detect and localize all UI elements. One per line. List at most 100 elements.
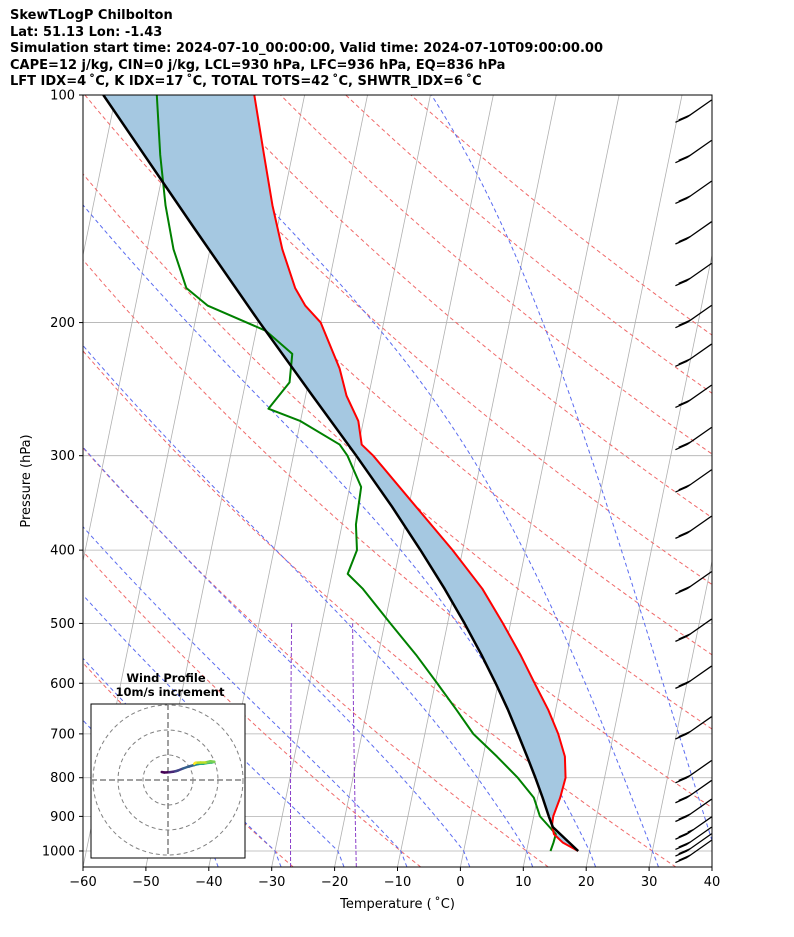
wind-barb-flag bbox=[675, 156, 688, 164]
isotherm-line bbox=[585, 253, 712, 867]
wind-barb bbox=[675, 139, 712, 164]
dry-adiabat-line bbox=[83, 550, 422, 867]
wind-barb bbox=[675, 665, 712, 689]
wind-barb-flag bbox=[678, 854, 691, 861]
wind-barb-flag bbox=[675, 797, 688, 804]
sounding-profiles bbox=[102, 95, 580, 852]
wind-barb-staff bbox=[686, 469, 712, 488]
wind-barb-flag bbox=[678, 277, 691, 284]
wind-barb-staff bbox=[686, 779, 712, 799]
x-tick-label: −50 bbox=[132, 875, 159, 890]
wind-barb bbox=[675, 759, 712, 784]
wind-barb bbox=[675, 826, 712, 851]
hodograph-title: Wind Profile bbox=[126, 671, 206, 685]
wind-barb-staff bbox=[686, 99, 712, 118]
moist-adiabat-line bbox=[83, 526, 408, 867]
wind-barb-flag bbox=[678, 114, 691, 121]
y-tick-label: 300 bbox=[50, 449, 75, 464]
y-axis-title: Pressure (hPa) bbox=[19, 434, 34, 527]
wind-barb bbox=[675, 816, 712, 840]
wind-barb-staff bbox=[686, 665, 712, 684]
wind-barb-staff bbox=[686, 839, 712, 859]
wind-barb bbox=[675, 180, 712, 205]
wind-barb bbox=[675, 798, 712, 823]
y-tick-label: 400 bbox=[50, 544, 75, 559]
wind-barb bbox=[675, 779, 712, 804]
x-tick-label: 20 bbox=[578, 875, 595, 890]
wind-barb-flag bbox=[678, 585, 691, 593]
temperature-line bbox=[253, 95, 579, 852]
wind-barb-staff bbox=[686, 571, 712, 590]
x-tick-label: −40 bbox=[195, 875, 222, 890]
hodograph-plot bbox=[91, 704, 245, 858]
isotherm-line bbox=[460, 95, 620, 867]
wind-barb bbox=[675, 99, 712, 123]
wind-barb-staff bbox=[686, 343, 712, 362]
wind-barb-flag bbox=[675, 360, 688, 367]
wind-barb-staff bbox=[686, 826, 712, 845]
wind-barb-flag bbox=[675, 682, 688, 689]
wind-barb-flag bbox=[675, 833, 688, 840]
x-tick-label: 40 bbox=[704, 875, 721, 890]
wind-barb-staff bbox=[686, 384, 712, 403]
wind-barb-flag bbox=[675, 486, 688, 493]
wind-barb-staff bbox=[686, 262, 712, 282]
x-tick-label: 10 bbox=[515, 875, 532, 890]
mixing-ratio-line bbox=[290, 623, 293, 867]
wind-barb-flag bbox=[675, 280, 688, 287]
wind-barb-flag bbox=[678, 831, 691, 838]
wind-barb-flag bbox=[678, 530, 691, 537]
wind-barb-flag bbox=[678, 730, 691, 738]
wind-barb bbox=[675, 304, 712, 329]
wind-barb-flag bbox=[675, 401, 688, 409]
wind-barb-flag bbox=[678, 774, 691, 782]
wind-barb bbox=[675, 426, 712, 451]
y-tick-label: 900 bbox=[50, 810, 75, 825]
hodograph-trace-segment bbox=[193, 761, 197, 765]
title-line-indices: LFT IDX=4 ˚C, K IDX=17 ˚C, TOTAL TOTS=42… bbox=[10, 74, 482, 89]
isotherm-line bbox=[83, 95, 117, 258]
dewpoint-line bbox=[155, 95, 557, 852]
wind-barb-flag bbox=[675, 856, 688, 864]
wind-barb-flag bbox=[678, 813, 691, 820]
dry-adiabat-line bbox=[149, 95, 712, 586]
dry-adiabat-line bbox=[345, 95, 712, 394]
wind-barb bbox=[675, 384, 712, 409]
wind-barb-staff bbox=[686, 515, 712, 534]
wind-barb bbox=[675, 515, 712, 539]
wind-barb-flag bbox=[678, 441, 691, 448]
wind-barb-flag bbox=[675, 532, 688, 539]
isotherm-line bbox=[271, 95, 431, 867]
isotherm-line bbox=[334, 95, 494, 867]
title-line-times: Simulation start time: 2024-07-10_00:00:… bbox=[10, 41, 603, 56]
wind-barb-staff bbox=[686, 833, 712, 852]
moist-adiabat-line bbox=[83, 344, 534, 867]
x-tick-label: −30 bbox=[258, 875, 285, 890]
y-tick-label: 600 bbox=[50, 677, 75, 692]
parcel-path-line bbox=[102, 95, 580, 852]
wind-barb-staff bbox=[686, 139, 712, 159]
isotherm-line bbox=[711, 865, 712, 867]
wind-barb bbox=[675, 343, 712, 367]
wind-barb-staff bbox=[686, 716, 712, 735]
isotherm-line bbox=[648, 559, 712, 867]
x-tick-label: 30 bbox=[641, 875, 658, 890]
wind-barbs bbox=[675, 99, 712, 864]
title-line-location: Lat: 51.13 Lon: -1.43 bbox=[10, 24, 163, 40]
wind-barb-staff bbox=[686, 180, 712, 199]
isotherm-line bbox=[397, 95, 557, 867]
wind-barb-flag bbox=[675, 850, 688, 857]
wind-barb-staff bbox=[686, 618, 712, 637]
dry-adiabat-line bbox=[83, 350, 677, 867]
y-tick-label: 1000 bbox=[42, 844, 75, 859]
wind-barb-flag bbox=[675, 588, 688, 595]
isotherm-line bbox=[83, 95, 180, 564]
wind-barb-flag bbox=[678, 794, 691, 802]
moist-adiabat-line bbox=[83, 446, 471, 867]
moist-adiabat-line bbox=[83, 594, 345, 867]
chart-title-block: SkewTLogP Chilbolton Lat: 51.13 Lon: -1.… bbox=[10, 8, 603, 91]
dry-adiabat-line bbox=[280, 95, 712, 455]
wind-barb bbox=[675, 833, 712, 857]
wind-barb-flag bbox=[678, 848, 691, 855]
